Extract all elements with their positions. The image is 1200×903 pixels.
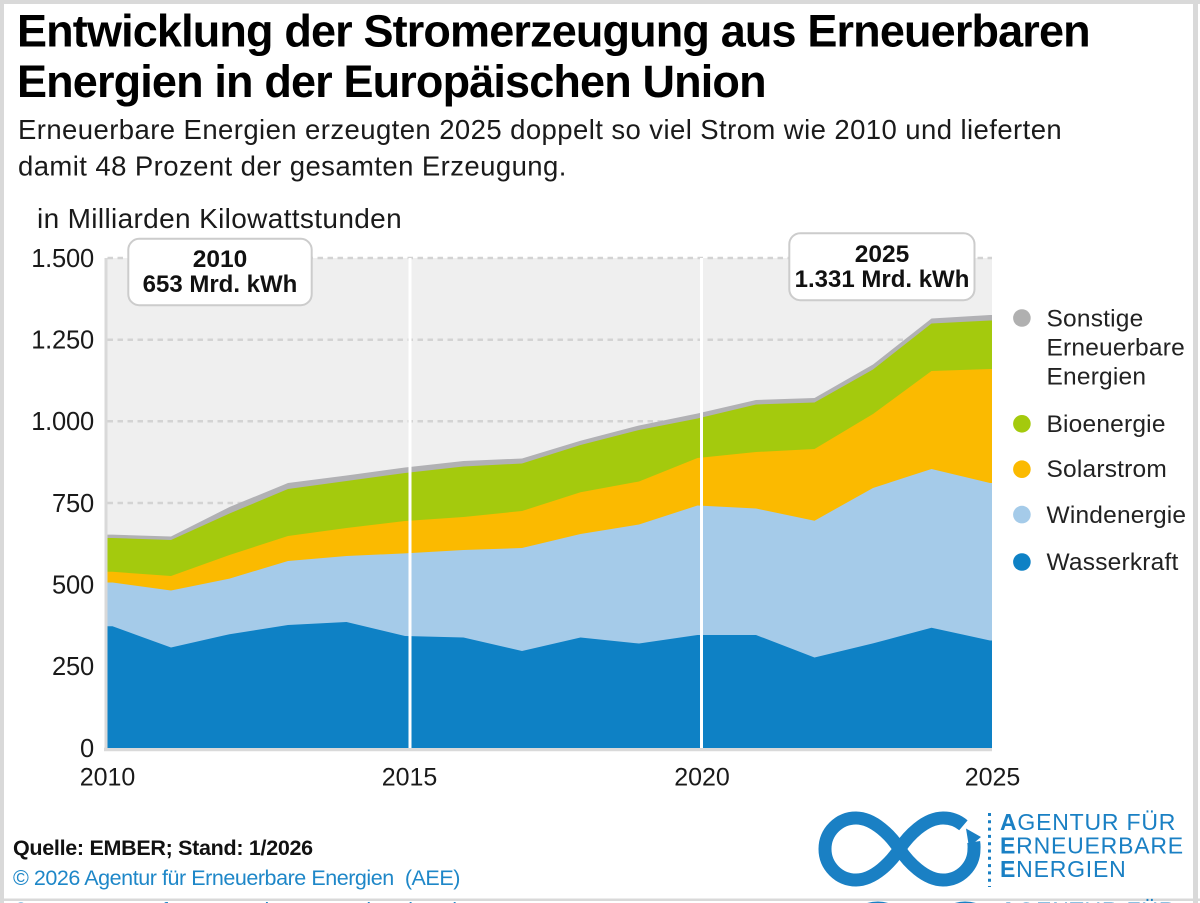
svg-text:© 2026 Agentur für Erneuerbare: © 2026 Agentur für Erneuerbare Energien … [13, 866, 460, 890]
svg-text:1.000: 1.000 [31, 408, 94, 436]
svg-text:1.250: 1.250 [31, 327, 94, 355]
svg-text:Entwicklung der Stromerzeugung: Entwicklung der Stromerzeugung aus Erneu… [17, 6, 1090, 57]
svg-text:1.331 Mrd. kWh: 1.331 Mrd. kWh [795, 266, 970, 293]
svg-text:750: 750 [52, 490, 94, 518]
svg-text:500: 500 [52, 572, 94, 600]
svg-text:ENERGIEN: ENERGIEN [1000, 856, 1127, 882]
svg-text:Quelle: EMBER; Stand: 1/2026: Quelle: EMBER; Stand: 1/2026 [13, 836, 313, 860]
svg-text:damit 48 Prozent der gesamten: damit 48 Prozent der gesamten Erzeugung. [18, 151, 567, 182]
svg-text:Energien in der Europäischen U: Energien in der Europäischen Union [17, 56, 766, 107]
svg-text:Erneuerbare Energien erzeugten: Erneuerbare Energien erzeugten 2025 dopp… [18, 114, 1062, 145]
svg-text:Solarstrom: Solarstrom [1047, 456, 1167, 483]
svg-text:Sonstige: Sonstige [1047, 306, 1144, 333]
svg-text:Energien: Energien [1047, 364, 1147, 391]
svg-text:in Milliarden Kilowattstunden: in Milliarden Kilowattstunden [37, 203, 402, 234]
svg-text:2010: 2010 [193, 246, 248, 273]
svg-text:AGENTUR FÜR: AGENTUR FÜR [1000, 898, 1176, 903]
svg-text:2015: 2015 [382, 764, 438, 792]
svg-text:Erneuerbare: Erneuerbare [1047, 335, 1185, 362]
svg-text:250: 250 [52, 653, 94, 681]
svg-text:AGENTUR FÜR: AGENTUR FÜR [1000, 809, 1176, 835]
svg-text:ERNEUERBARE: ERNEUERBARE [1000, 833, 1184, 859]
svg-text:2020: 2020 [674, 764, 730, 792]
svg-text:Windenergie: Windenergie [1047, 502, 1187, 529]
svg-text:2010: 2010 [80, 764, 136, 792]
svg-text:1.500: 1.500 [31, 245, 94, 273]
svg-text:Wasserkraft: Wasserkraft [1047, 549, 1179, 576]
svg-text:2025: 2025 [855, 241, 910, 268]
svg-text:0: 0 [80, 735, 94, 763]
svg-text:2025: 2025 [965, 764, 1021, 792]
svg-text:653 Mrd. kWh: 653 Mrd. kWh [143, 271, 298, 298]
svg-text:Bioenergie: Bioenergie [1047, 411, 1166, 438]
svg-text:© 2026 Agentur für Erneuerbare: © 2026 Agentur für Erneuerbare Energien … [13, 899, 460, 903]
